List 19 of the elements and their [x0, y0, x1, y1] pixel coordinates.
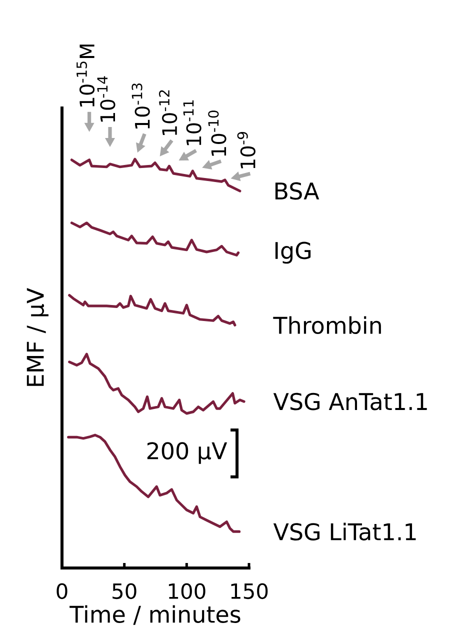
- x-tick-label: 150: [231, 583, 268, 600]
- annotation: 200 μV: [147, 442, 228, 464]
- annotation: 10$^{-13}$: [132, 84, 150, 128]
- annotation: 10$^{-11}$: [183, 100, 202, 146]
- x-tick-label: 0: [56, 583, 68, 600]
- series-label: BSA: [275, 182, 320, 200]
- annotation: 10$^{-9}$: [237, 132, 256, 168]
- annotation: 10$^{-14}$: [97, 76, 116, 122]
- series-label: IgG: [275, 242, 311, 264]
- annotation: 10$^{-15}$M: [76, 44, 95, 107]
- x-tick-label: 100: [168, 583, 206, 600]
- series-label: Thrombin: [273, 316, 381, 334]
- y-axis-title: EMF / μV: [26, 288, 48, 386]
- series-label: VSG LiTat1.1: [273, 522, 416, 541]
- x-axis-title: Time / minutes: [70, 605, 240, 625]
- annotation: 10$^{-12}$: [158, 90, 178, 136]
- x-tick-label: 50: [112, 583, 136, 600]
- annotation: 10$^{-10}$: [208, 110, 226, 156]
- series-label: VSG AnTat1.1: [273, 392, 427, 410]
